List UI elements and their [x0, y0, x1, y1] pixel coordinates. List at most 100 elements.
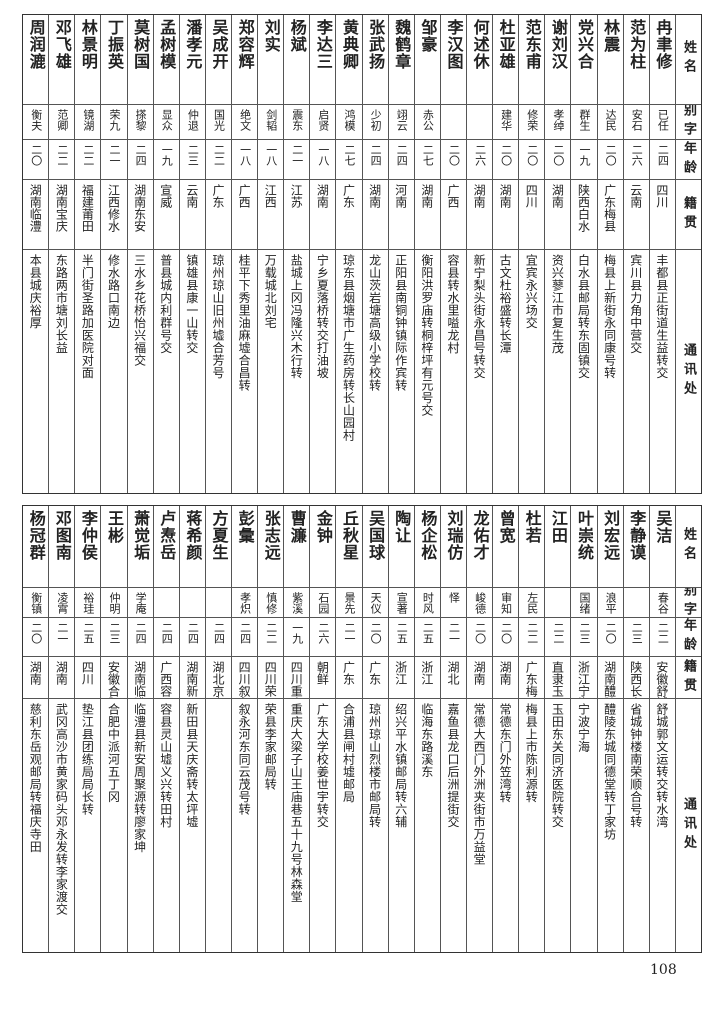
name-cell: 杨企松 [414, 506, 440, 588]
age-cell: 二一 [336, 618, 362, 658]
name-cell: 冉聿修 [649, 15, 675, 105]
name-cell: 孟树模 [153, 15, 179, 105]
age: 二二 [55, 144, 69, 167]
address-cell [206, 699, 231, 952]
alias-cell: 紫溪 [284, 588, 310, 618]
name: 何述休 [470, 19, 490, 70]
alias-cell: 范卿 [49, 105, 75, 141]
age-cell: 一九 [284, 618, 310, 658]
person-column: 林景明 镜湖 二二 福建莆田 半门街圣路加医院对面 [74, 15, 101, 493]
origin: 陕西长安 [628, 661, 643, 700]
origin-cell: 湖南 [362, 180, 388, 251]
name-cell: 潘孝元 [179, 15, 205, 105]
alias: 震东 [290, 108, 304, 131]
person-column: 张武扬 少初 二四 湖南 龙山茨岩塘高级小学校转 [361, 15, 388, 493]
age: 二四 [160, 621, 174, 644]
alias-cell: 剑韬 [258, 105, 284, 141]
name-cell: 张志远 [258, 506, 284, 588]
name: 杜若 [522, 510, 542, 544]
origin-cell: 江苏 [284, 180, 310, 251]
age-cell: 二〇 [493, 618, 519, 658]
name-cell: 李仲侯 [75, 506, 101, 588]
address: 东路两市塘刘长益 [54, 254, 69, 355]
name-cell: 江田 [545, 506, 571, 588]
alias: 修荣 [525, 108, 539, 131]
address: 常德东门外笠湾转 [498, 703, 513, 804]
origin-cell: 湖南 [467, 180, 493, 251]
origin-cell: 广东梅县 [519, 657, 545, 700]
address: 容县转水里嗌龙村 [445, 254, 460, 355]
person-column: 李汉图 二〇 广西 容县转水里嗌龙村 [439, 15, 467, 493]
alias-cell [153, 588, 179, 618]
origin: 湖南醴陵 [602, 661, 617, 700]
age-cell: 二四 [127, 140, 153, 181]
header-label: 姓名 [680, 527, 696, 566]
name: 萧觉垢 [131, 510, 151, 561]
address: 万载城北刘宅 [263, 254, 278, 330]
address: 盐城上冈冯隆兴木行转 [289, 254, 304, 380]
origin-cell: 湖南 [545, 180, 571, 251]
origin-cell: 四川叙永 [232, 657, 258, 700]
name-cell: 刘宏远 [597, 506, 623, 588]
address: 绍兴平水镇邮局转六辅 [393, 703, 408, 829]
age: 二〇 [29, 144, 43, 167]
name-cell: 刘实 [258, 15, 284, 105]
origin: 湖南临澧 [28, 184, 43, 233]
age: 一九 [290, 621, 304, 644]
address-cell: 重庆大梁子山王庙巷五十九号林森堂 [284, 699, 309, 952]
name: 冉聿修 [653, 19, 673, 70]
address: 正阳县南铜钟镇际作宾转 [393, 254, 408, 392]
name: 曹濂 [287, 510, 307, 544]
age-cell: 二二 [258, 618, 284, 658]
alias-cell: 审知 [493, 588, 519, 618]
name-cell: 何述休 [467, 15, 493, 105]
address-cell: 宁乡夏落桥转交打油坡 [310, 250, 335, 493]
name: 金钟 [313, 510, 333, 544]
age: 二一 [290, 144, 304, 167]
alias-cell: 建华 [493, 105, 519, 141]
age: 二〇 [604, 144, 618, 167]
person-column: 何述休 二六 湖南 新宁梨头街永昌号转交 [466, 15, 493, 493]
name-cell: 党兴合 [571, 15, 597, 105]
person-column: 杜若 左民 二二 广东梅县 梅县上市陈利源转 [518, 506, 545, 952]
address-cell: 合肥中派河五丁冈 [101, 699, 126, 952]
person-column: 范为柱 安石 二六 云南 宾川县力角中营交 [622, 15, 649, 493]
origin: 湖南新田 [184, 661, 199, 700]
person-column: 范东甫 修荣 二〇 四川 宜宾永兴场交 [518, 15, 545, 493]
origin: 四川 [524, 184, 539, 209]
origin-cell: 湖北京山 [205, 657, 232, 700]
name-cell: 林震 [597, 15, 623, 105]
person-column: 王彬 仲明 二三 安徽合肥 合肥中派河五丁冈 [100, 506, 127, 952]
name-cell: 张武扬 [362, 15, 388, 105]
name: 周润漉 [26, 19, 46, 70]
alias: 少初 [369, 108, 383, 131]
address: 本县城庆裕厚 [28, 254, 43, 330]
person-column: 杨斌 震东 二一 江苏 盐城上冈冯隆兴木行转 [283, 15, 310, 493]
header-column: 姓名 别字 年龄 籍贯 通讯处 [674, 15, 701, 493]
age-cell: 二四 [362, 140, 388, 181]
alias: 峻德 [473, 591, 487, 614]
age-cell: 二一 [284, 140, 310, 181]
alias-cell: 赤公 [414, 105, 440, 141]
address-cell: 慈利东岳观邮局转福庆寺田 [23, 699, 48, 952]
person-column: 黄典卿 鸿模 二七 广东 琼东县烟塘市广生药房转长山园村 [335, 15, 362, 493]
address: 重庆大梁子山王庙巷五十九号林森堂 [289, 703, 304, 904]
name-cell: 王彬 [101, 506, 127, 588]
name: 邓图南 [52, 510, 72, 561]
name-cell: 邓图南 [49, 506, 75, 588]
person-column: 萧觉垢 学庵 二四 湖南临澧 临澧县新安周聚源转廖家坤 [126, 506, 153, 952]
age: 二一 [343, 621, 357, 644]
origin-cell: 湖南 [49, 657, 75, 700]
address-cell: 东路两市塘刘长益 [49, 250, 74, 493]
alias: 绝文 [238, 108, 252, 131]
alias-cell: 国光 [205, 105, 232, 141]
alias-cell [179, 588, 205, 618]
address-cell: 临澧县新安周聚源转廖家坤 [128, 699, 153, 952]
address: 舒城郭文运转交转水湾 [654, 703, 669, 829]
alias-cell: 衡镇 [23, 588, 49, 618]
age-cell: 二二 [545, 618, 571, 658]
age: 二七 [421, 144, 435, 167]
address-cell: 常德东门外笠湾转 [493, 699, 518, 952]
age: 二〇 [29, 621, 43, 644]
name-cell: 黄典卿 [336, 15, 362, 105]
